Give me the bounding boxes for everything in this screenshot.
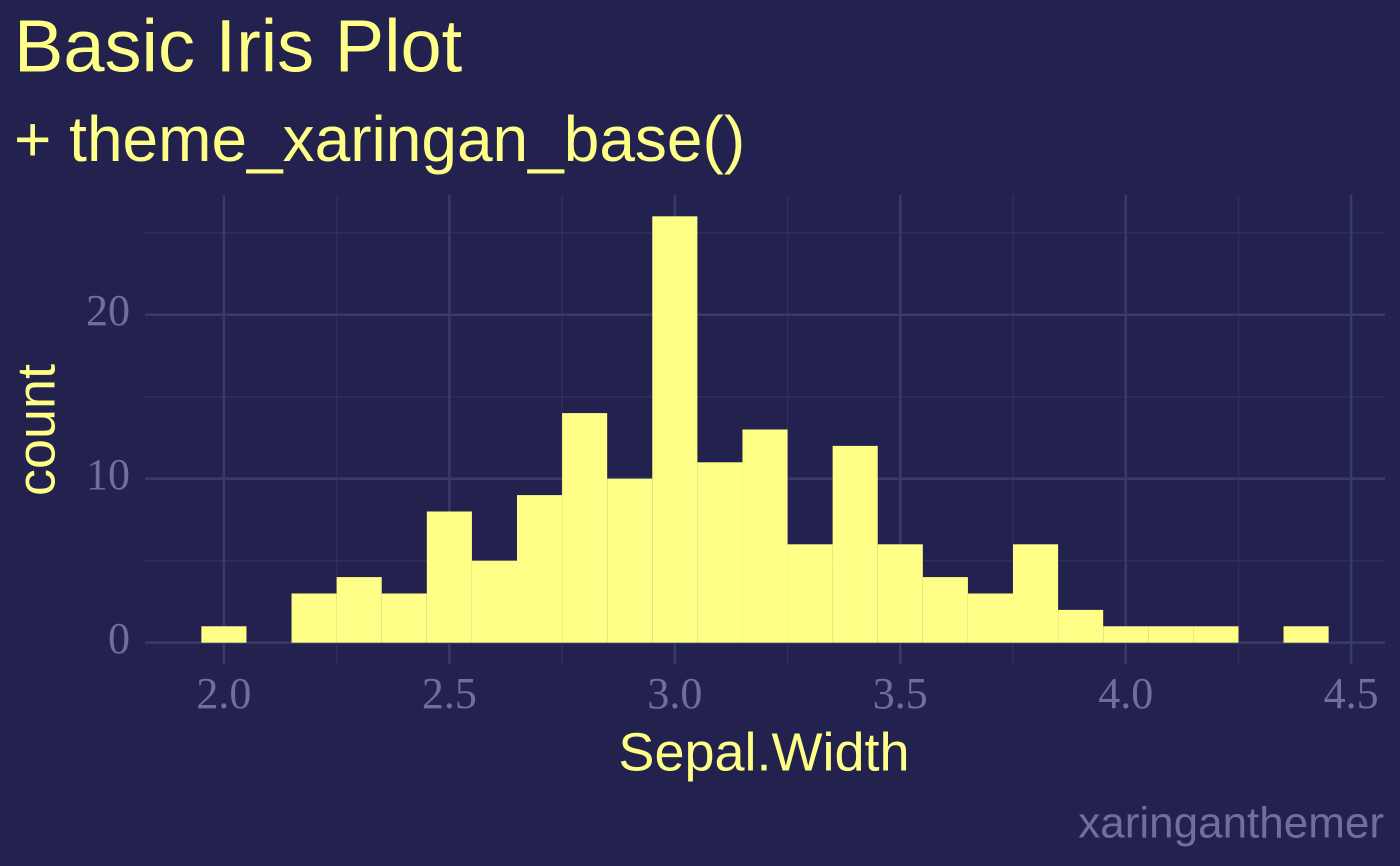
bar [607,478,653,643]
bar [1283,626,1329,643]
bar [832,445,878,643]
caption: xaringanthemer [1078,799,1384,848]
x-tick-label: 4.5 [1324,669,1379,718]
bar [1013,544,1059,643]
chart-subtitle: + theme_xaringan_base() [14,103,745,175]
bar [697,462,743,643]
bar [877,544,923,643]
bar [336,577,382,643]
bar [787,544,833,643]
bar [922,577,968,643]
bar [1058,609,1104,643]
bar [1148,626,1194,643]
bar [1103,626,1149,643]
chart-title: Basic Iris Plot [14,5,463,88]
x-tick-label: 3.5 [873,669,928,718]
x-tick-label: 2.5 [422,669,477,718]
y-tick-label: 0 [108,614,130,663]
bar [742,429,788,643]
bar [471,560,517,643]
x-tick-label: 4.0 [1098,669,1153,718]
bar [381,593,427,643]
bar [517,495,563,643]
x-tick-label: 3.0 [647,669,702,718]
bar [967,593,1013,643]
bar [426,511,472,643]
x-axis-label: Sepal.Width [618,722,909,782]
y-tick-label: 10 [86,450,130,499]
x-tick-label: 2.0 [196,669,251,718]
bar [652,216,698,643]
bar [291,593,337,643]
bar [201,626,247,643]
bar [1193,626,1239,643]
y-tick-label: 20 [86,286,130,335]
bars [201,216,1329,643]
bar [562,413,608,643]
y-axis-label: count [6,364,66,496]
